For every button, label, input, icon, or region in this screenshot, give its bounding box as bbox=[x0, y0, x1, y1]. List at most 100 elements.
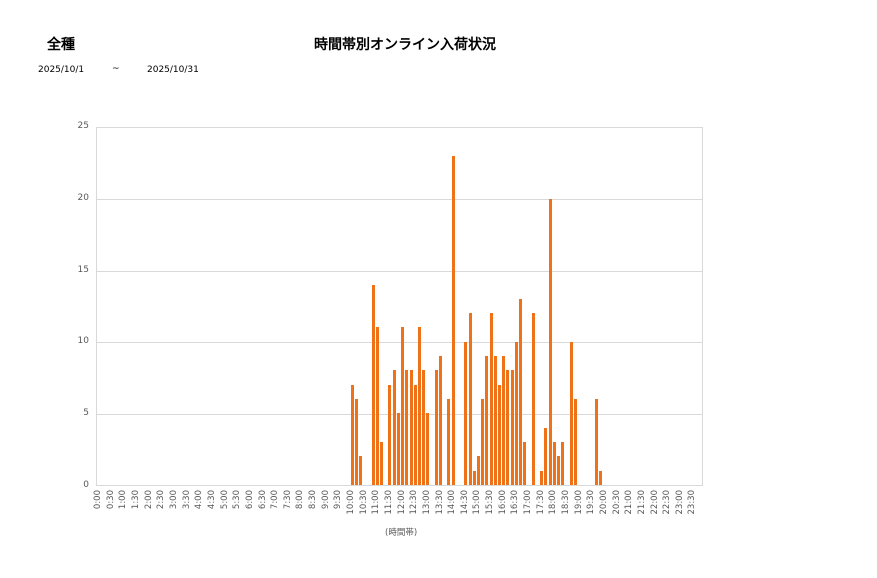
x-tick-label: 12:00 bbox=[396, 490, 407, 515]
y-tick-label: 25 bbox=[77, 121, 89, 131]
x-tick-label: 6:00 bbox=[244, 490, 255, 510]
x-tick-label: 12:30 bbox=[409, 490, 420, 515]
x-tick-label: 23:30 bbox=[687, 490, 698, 515]
x-tick-label: 9:30 bbox=[333, 490, 344, 510]
x-tick-label: 23:00 bbox=[674, 490, 685, 515]
x-tick-label: 7:00 bbox=[270, 490, 281, 510]
x-tick-label: 18:00 bbox=[548, 490, 559, 515]
bar bbox=[573, 399, 577, 485]
x-tick-label: 8:00 bbox=[295, 490, 306, 510]
bar bbox=[595, 399, 598, 485]
gridline bbox=[97, 342, 702, 344]
bar bbox=[426, 413, 430, 485]
bar bbox=[540, 470, 544, 485]
bar bbox=[519, 298, 523, 485]
x-tick-label: 10:30 bbox=[358, 490, 369, 515]
bar bbox=[350, 384, 354, 485]
bar bbox=[514, 341, 518, 485]
bar bbox=[523, 442, 527, 485]
bar bbox=[417, 327, 421, 485]
date-from: 2025/10/1 bbox=[38, 65, 85, 75]
bar bbox=[481, 399, 485, 485]
x-tick-label: 2:30 bbox=[156, 490, 167, 510]
x-tick-label: 0:30 bbox=[105, 490, 116, 510]
y-tick-label: 5 bbox=[83, 408, 89, 419]
x-tick-label: 3:00 bbox=[168, 490, 179, 510]
bar bbox=[451, 155, 455, 485]
y-tick-label: 0 bbox=[83, 480, 89, 490]
bar bbox=[371, 284, 375, 485]
bar bbox=[557, 456, 561, 485]
bar bbox=[375, 327, 379, 485]
x-tick-label: 4:30 bbox=[206, 490, 217, 510]
x-tick-label: 16:00 bbox=[497, 490, 508, 515]
gridline bbox=[97, 270, 702, 272]
bar bbox=[396, 413, 400, 485]
chart-title: 時間帯別オンライン入荷状況 bbox=[314, 37, 496, 53]
x-tick-label: 9:00 bbox=[320, 490, 331, 510]
x-tick-label: 15:30 bbox=[485, 490, 496, 515]
bar bbox=[506, 370, 510, 485]
y-tick-label: 15 bbox=[77, 264, 89, 275]
bar bbox=[388, 384, 392, 485]
bar bbox=[447, 399, 451, 485]
bar bbox=[498, 384, 502, 485]
bar bbox=[531, 313, 535, 485]
bar bbox=[599, 470, 603, 485]
bar bbox=[468, 313, 472, 485]
x-tick-label: 19:00 bbox=[573, 490, 584, 515]
x-tick-label: 1:30 bbox=[131, 490, 142, 510]
x-tick-label: 14:30 bbox=[459, 490, 470, 515]
bar bbox=[413, 384, 417, 485]
x-tick-label: 20:00 bbox=[598, 490, 609, 515]
x-tick-label: 19:30 bbox=[586, 490, 597, 515]
x-tick-label: 3:30 bbox=[181, 490, 192, 510]
bar bbox=[409, 370, 413, 485]
x-tick-label: 6:30 bbox=[257, 490, 268, 510]
bar bbox=[464, 341, 468, 485]
x-tick-label: 0:00 bbox=[93, 490, 104, 510]
bar bbox=[552, 442, 556, 485]
gridline bbox=[97, 198, 702, 200]
x-tick-label: 21:30 bbox=[636, 490, 647, 515]
bar bbox=[392, 370, 396, 485]
bar bbox=[544, 427, 548, 485]
x-tick-label: 11:00 bbox=[371, 490, 382, 515]
x-tick-label: 17:30 bbox=[535, 490, 546, 515]
y-tick-label: 10 bbox=[77, 336, 89, 347]
bar bbox=[493, 356, 497, 485]
x-tick-label: 14:00 bbox=[447, 490, 458, 515]
bar bbox=[434, 370, 438, 485]
bar bbox=[561, 442, 565, 485]
x-tick-label: 8:30 bbox=[308, 490, 319, 510]
bar bbox=[380, 442, 384, 485]
x-tick-label: 4:00 bbox=[194, 490, 205, 510]
bar bbox=[510, 370, 514, 485]
x-tick-label: 20:30 bbox=[611, 490, 622, 515]
x-axis-title: (時間帯) bbox=[385, 528, 418, 538]
x-tick-label: 5:00 bbox=[219, 490, 230, 510]
category-label: 全種 bbox=[47, 37, 75, 53]
x-tick-label: 1:00 bbox=[118, 490, 129, 510]
bar bbox=[502, 356, 506, 485]
bar bbox=[422, 370, 426, 485]
x-tick-label: 16:30 bbox=[510, 490, 521, 515]
bar bbox=[439, 356, 443, 485]
x-tick-label: 11:30 bbox=[383, 490, 394, 515]
x-tick-label: 13:00 bbox=[421, 490, 432, 515]
x-tick-label: 18:30 bbox=[561, 490, 571, 515]
x-tick-label: 5:30 bbox=[232, 490, 243, 510]
x-tick-label: 22:00 bbox=[649, 490, 660, 515]
x-tick-label: 10:00 bbox=[346, 490, 357, 515]
x-tick-label: 17:00 bbox=[523, 490, 534, 515]
x-tick-label: 2:00 bbox=[143, 490, 154, 510]
bar bbox=[489, 313, 493, 485]
x-tick-label: 13:30 bbox=[434, 490, 445, 515]
bar bbox=[405, 370, 409, 485]
bar bbox=[548, 198, 552, 485]
bar bbox=[476, 456, 480, 485]
x-tick-label: 21:00 bbox=[624, 490, 635, 515]
bar bbox=[354, 399, 358, 485]
bar bbox=[569, 341, 573, 485]
x-tick-label: 15:00 bbox=[472, 490, 483, 515]
